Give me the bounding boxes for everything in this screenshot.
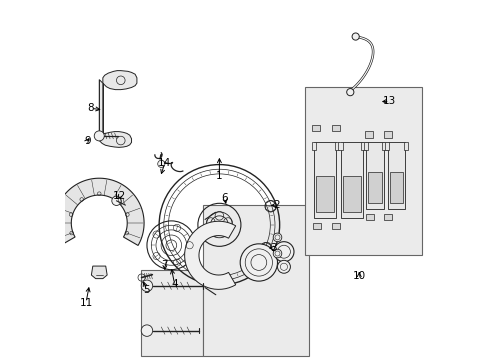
Text: 1: 1 <box>216 171 222 181</box>
Text: 2: 2 <box>273 200 280 210</box>
Polygon shape <box>341 142 362 218</box>
Circle shape <box>351 33 359 40</box>
Bar <box>332 223 340 229</box>
Bar <box>305 87 421 255</box>
Polygon shape <box>99 80 102 139</box>
Bar <box>311 142 315 149</box>
Bar <box>312 223 320 229</box>
Polygon shape <box>99 132 131 147</box>
Text: 12: 12 <box>113 191 126 201</box>
Bar <box>140 270 203 356</box>
Polygon shape <box>314 142 335 218</box>
Circle shape <box>273 242 293 262</box>
Bar <box>382 142 386 149</box>
Circle shape <box>158 160 164 167</box>
Bar <box>331 125 339 131</box>
Circle shape <box>94 131 104 141</box>
Text: 10: 10 <box>352 271 365 281</box>
Text: 4: 4 <box>171 279 178 289</box>
Polygon shape <box>102 71 137 90</box>
Circle shape <box>277 260 290 273</box>
Polygon shape <box>184 221 235 289</box>
Text: 9: 9 <box>84 136 91 145</box>
Text: 14: 14 <box>158 158 171 168</box>
Polygon shape <box>389 172 403 203</box>
Text: 6: 6 <box>221 193 227 203</box>
Circle shape <box>141 280 152 292</box>
Circle shape <box>240 244 277 281</box>
Bar <box>311 125 319 131</box>
Bar <box>203 205 308 356</box>
Polygon shape <box>366 142 383 209</box>
Polygon shape <box>343 176 360 212</box>
Bar <box>338 142 342 149</box>
Circle shape <box>346 89 353 96</box>
Polygon shape <box>316 176 333 212</box>
Bar <box>384 214 391 220</box>
Polygon shape <box>387 142 405 209</box>
Circle shape <box>273 233 281 242</box>
Bar <box>364 131 372 138</box>
Bar <box>403 142 407 149</box>
Circle shape <box>112 196 121 206</box>
Bar <box>334 142 338 149</box>
Polygon shape <box>54 178 144 246</box>
Text: 8: 8 <box>87 103 94 113</box>
Polygon shape <box>91 266 107 279</box>
Polygon shape <box>367 172 381 203</box>
Bar <box>384 142 388 149</box>
Bar <box>361 142 365 149</box>
Circle shape <box>273 249 281 258</box>
Bar <box>363 142 367 149</box>
Bar <box>383 131 391 138</box>
Text: 3: 3 <box>270 243 277 253</box>
Text: 7: 7 <box>161 260 168 270</box>
Bar <box>365 214 373 220</box>
Circle shape <box>141 325 152 336</box>
Text: 11: 11 <box>79 298 92 308</box>
Text: 13: 13 <box>382 96 396 106</box>
Text: 5: 5 <box>143 285 150 295</box>
